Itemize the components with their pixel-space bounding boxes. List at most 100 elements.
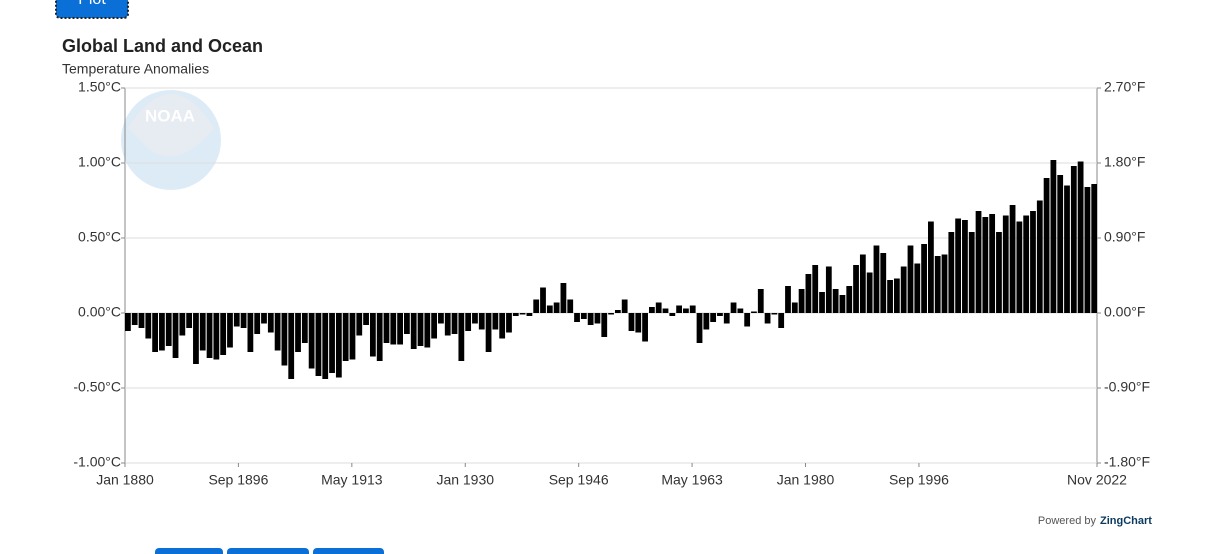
bar xyxy=(512,313,519,316)
bar xyxy=(839,295,846,313)
bar xyxy=(757,289,764,313)
credit-brand[interactable]: ZingChart xyxy=(1100,515,1152,527)
chart-subtitle: Temperature Anomalies xyxy=(62,61,209,77)
bar xyxy=(948,232,955,313)
bar xyxy=(329,313,335,373)
bar xyxy=(846,286,853,313)
bar xyxy=(921,244,927,313)
bar xyxy=(397,313,403,345)
bar xyxy=(335,313,342,378)
bar xyxy=(621,299,628,313)
button[interactable] xyxy=(155,548,223,554)
bar xyxy=(131,313,138,325)
bar xyxy=(451,313,458,334)
bar xyxy=(730,302,737,313)
bar xyxy=(812,265,819,313)
bar xyxy=(322,313,329,379)
button[interactable] xyxy=(227,548,309,554)
bar xyxy=(791,302,798,313)
y-tick-label: 0.00°C xyxy=(78,304,121,320)
y-tick-label: -1.00°C xyxy=(73,454,121,470)
bar xyxy=(233,313,240,327)
bar xyxy=(165,313,172,346)
bar xyxy=(1036,200,1043,313)
bar xyxy=(444,313,451,336)
bar xyxy=(594,313,601,324)
bar xyxy=(819,292,825,313)
bar xyxy=(900,266,907,313)
bar xyxy=(907,245,914,313)
bar xyxy=(859,254,866,313)
bar xyxy=(642,313,648,342)
bar xyxy=(1091,184,1097,313)
credit-prefix: Powered by xyxy=(1038,515,1097,527)
bar xyxy=(1050,160,1057,313)
bar xyxy=(533,299,540,313)
bar xyxy=(635,313,642,333)
bar xyxy=(145,313,152,339)
bar xyxy=(172,313,179,358)
bar xyxy=(227,313,233,348)
bar xyxy=(1064,185,1070,313)
bar xyxy=(873,245,880,313)
bar xyxy=(410,313,417,349)
bar xyxy=(628,313,635,331)
plot-button[interactable] xyxy=(55,0,129,19)
bar xyxy=(138,313,145,328)
bar xyxy=(771,313,778,315)
x-tick-label: Jan 1880 xyxy=(96,472,154,488)
plot-button-label[interactable]: Plot xyxy=(78,0,106,8)
bar xyxy=(125,313,131,331)
noaa-logo: NOAA xyxy=(121,90,221,190)
bar xyxy=(962,220,968,313)
bar xyxy=(404,313,410,334)
bar xyxy=(1057,175,1064,313)
bar xyxy=(478,313,485,330)
bar xyxy=(458,313,465,361)
bar xyxy=(295,313,301,352)
bar xyxy=(1023,215,1030,313)
bar xyxy=(1030,211,1036,313)
bar xyxy=(247,313,254,352)
bar xyxy=(240,313,247,328)
bar xyxy=(717,313,723,316)
bar xyxy=(1043,178,1050,313)
bar xyxy=(914,263,921,313)
y2-tick-label: 0.00°F xyxy=(1104,304,1145,320)
bar xyxy=(1016,221,1023,313)
bar xyxy=(955,218,962,313)
bar xyxy=(499,313,506,339)
bar xyxy=(934,256,941,313)
bar xyxy=(540,287,546,313)
y2-tick-label: -0.90°F xyxy=(1104,379,1150,395)
bar xyxy=(267,313,274,333)
bar xyxy=(928,221,934,313)
bar xyxy=(560,283,567,313)
bar xyxy=(519,313,526,315)
bar xyxy=(744,313,751,327)
bar xyxy=(363,313,369,325)
bar xyxy=(866,272,873,313)
bar xyxy=(567,299,574,313)
bar xyxy=(975,211,982,313)
bar xyxy=(1070,166,1077,313)
button[interactable] xyxy=(313,548,384,554)
bar xyxy=(281,313,288,366)
bar xyxy=(805,274,812,313)
bar xyxy=(996,232,1002,313)
bar xyxy=(798,289,805,313)
bar xyxy=(785,286,791,313)
bar xyxy=(159,313,165,351)
bar xyxy=(662,308,669,313)
bar xyxy=(526,313,533,316)
bar xyxy=(308,313,315,369)
bar xyxy=(376,313,383,361)
bar xyxy=(710,313,717,322)
bar xyxy=(485,313,492,352)
chart-title: Global Land and Ocean xyxy=(62,36,263,56)
bar xyxy=(696,313,703,343)
bar xyxy=(614,310,621,313)
bar xyxy=(213,313,220,360)
bar xyxy=(580,313,587,319)
